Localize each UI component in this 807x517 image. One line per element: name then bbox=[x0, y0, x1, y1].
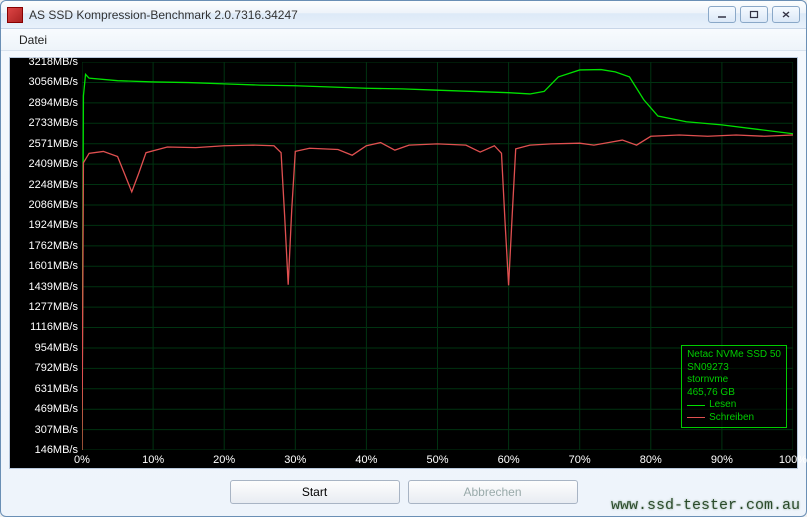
app-window: AS SSD Kompression-Benchmark 2.0.7316.34… bbox=[0, 0, 807, 517]
y-axis-label: 2409MB/s bbox=[28, 158, 78, 170]
y-axis-label: 2248MB/s bbox=[28, 179, 78, 191]
window-title: AS SSD Kompression-Benchmark 2.0.7316.34… bbox=[29, 8, 708, 22]
start-button[interactable]: Start bbox=[230, 480, 400, 504]
window-controls bbox=[708, 6, 800, 23]
x-axis-label: 0% bbox=[74, 454, 90, 466]
y-axis-label: 1601MB/s bbox=[28, 260, 78, 272]
y-axis-label: 954MB/s bbox=[35, 342, 78, 354]
titlebar: AS SSD Kompression-Benchmark 2.0.7316.34… bbox=[1, 1, 806, 29]
legend-swatch-lesen bbox=[687, 405, 705, 406]
x-axis-label: 90% bbox=[711, 454, 733, 466]
y-axis-label: 2086MB/s bbox=[28, 199, 78, 211]
y-axis-label: 792MB/s bbox=[35, 362, 78, 374]
maximize-button[interactable] bbox=[740, 6, 768, 23]
minimize-button[interactable] bbox=[708, 6, 736, 23]
close-button[interactable] bbox=[772, 6, 800, 23]
y-axis-label: 3218MB/s bbox=[28, 56, 78, 68]
y-axis-label: 631MB/s bbox=[35, 383, 78, 395]
y-axis-label: 2894MB/s bbox=[28, 97, 78, 109]
legend-label-schreiben: Schreiben bbox=[709, 412, 754, 425]
y-axis-label: 1439MB/s bbox=[28, 281, 78, 293]
legend: Netac NVMe SSD 50 SN09273 stornvme 465,7… bbox=[681, 345, 787, 428]
y-axis-label: 146MB/s bbox=[35, 444, 78, 456]
x-axis-label: 10% bbox=[142, 454, 164, 466]
y-axis-label: 469MB/s bbox=[35, 403, 78, 415]
legend-row-lesen: Lesen bbox=[687, 399, 781, 412]
legend-row-schreiben: Schreiben bbox=[687, 412, 781, 425]
chart-panel: 3218MB/s 3056MB/s 2894MB/s 2733MB/s 2571MB/s… bbox=[9, 57, 798, 469]
x-axis-label: 60% bbox=[498, 454, 520, 466]
app-icon bbox=[7, 7, 23, 23]
legend-device-line: SN09273 bbox=[687, 362, 781, 375]
x-axis-label: 80% bbox=[640, 454, 662, 466]
x-axis-label: 30% bbox=[284, 454, 306, 466]
menubar: Datei bbox=[1, 29, 806, 51]
y-axis-label: 2733MB/s bbox=[28, 117, 78, 129]
y-axis-label: 3056MB/s bbox=[28, 76, 78, 88]
x-axis-label: 50% bbox=[426, 454, 448, 466]
y-axis-label: 1116MB/s bbox=[30, 321, 78, 333]
y-axis-label: 1277MB/s bbox=[28, 301, 78, 313]
legend-swatch-schreiben bbox=[687, 417, 705, 418]
watermark: www.ssd-tester.com.au bbox=[611, 497, 800, 514]
x-axis-label: 40% bbox=[355, 454, 377, 466]
legend-device-line: 465,76 GB bbox=[687, 387, 781, 400]
legend-label-lesen: Lesen bbox=[709, 399, 736, 412]
x-axis-labels: 0%10%20%30%40%50%60%70%80%90%100% bbox=[82, 450, 797, 468]
y-axis-label: 307MB/s bbox=[35, 424, 78, 436]
y-axis-label: 1924MB/s bbox=[28, 219, 78, 231]
menu-datei[interactable]: Datei bbox=[11, 31, 55, 49]
cancel-button[interactable]: Abbrechen bbox=[408, 480, 578, 504]
x-axis-label: 20% bbox=[213, 454, 235, 466]
x-axis-label: 70% bbox=[569, 454, 591, 466]
legend-device-line: stornvme bbox=[687, 374, 781, 387]
y-axis-labels: 3218MB/s 3056MB/s 2894MB/s 2733MB/s 2571MB/s… bbox=[10, 58, 82, 468]
y-axis-label: 2571MB/s bbox=[28, 138, 78, 150]
x-axis-label: 100% bbox=[779, 454, 807, 466]
y-axis-label: 1762MB/s bbox=[28, 240, 78, 252]
plot-area: Netac NVMe SSD 50 SN09273 stornvme 465,7… bbox=[82, 62, 793, 450]
legend-device-line: Netac NVMe SSD 50 bbox=[687, 349, 781, 362]
